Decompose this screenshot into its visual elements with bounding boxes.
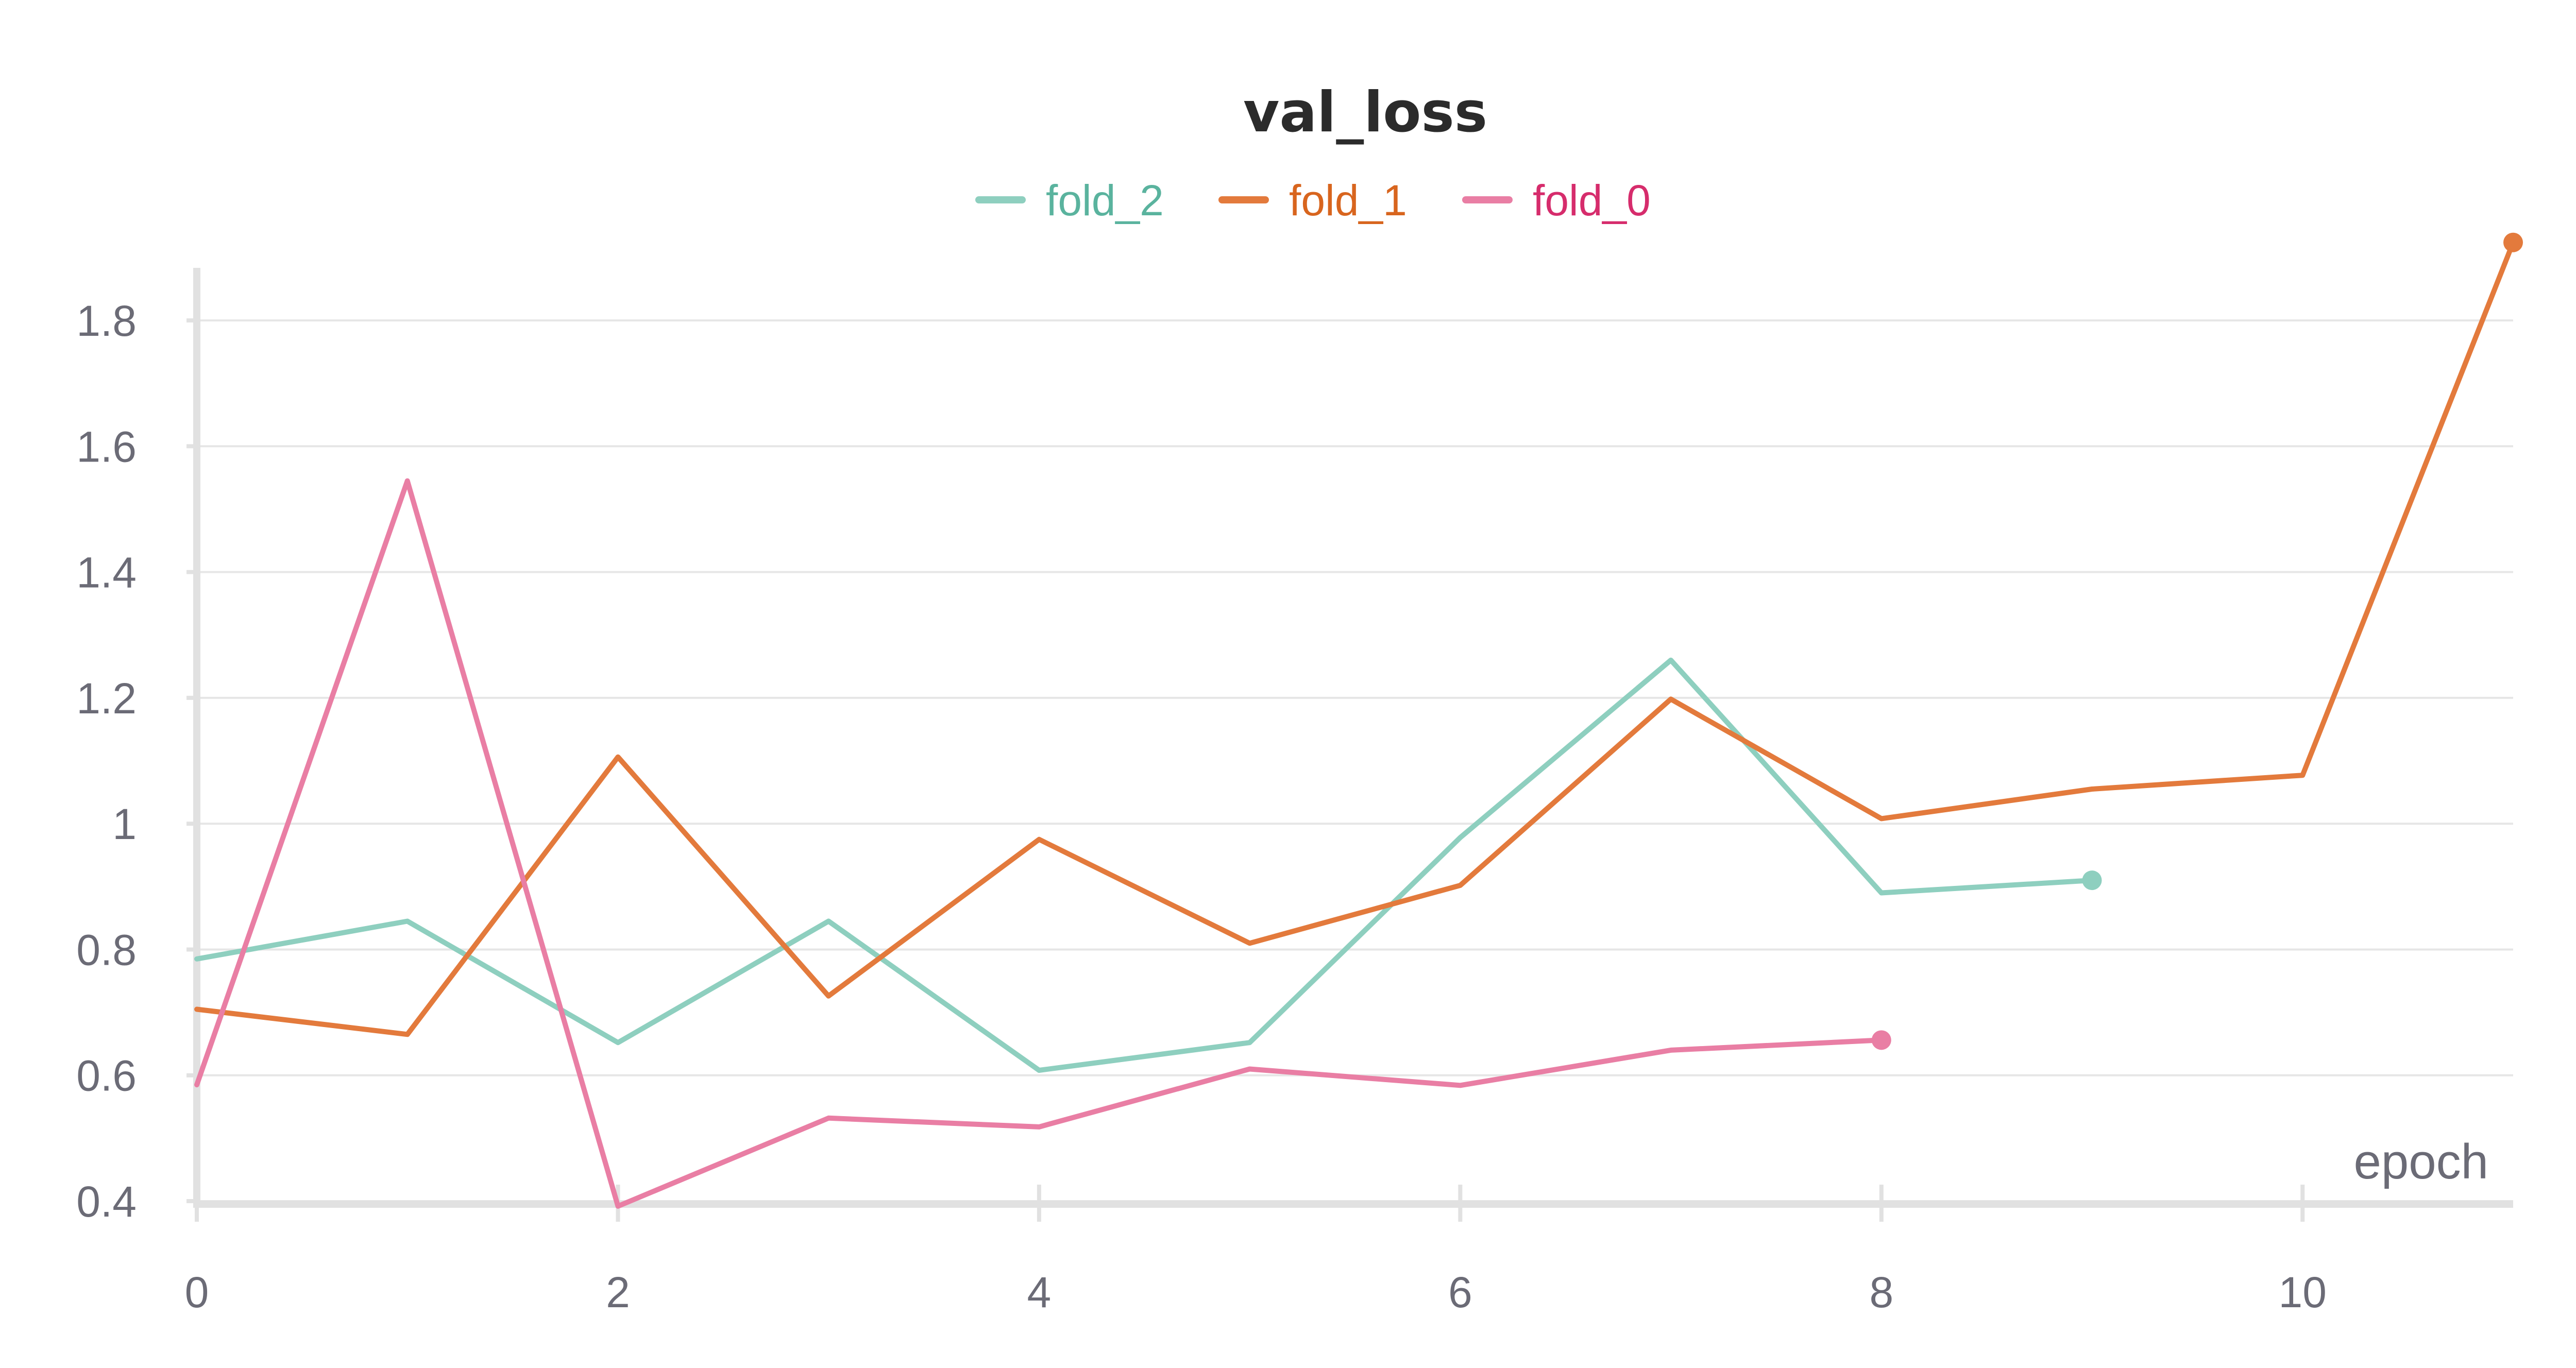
- chart-title: val_loss: [1243, 80, 1487, 145]
- y-tick-label: 0.8: [76, 926, 137, 974]
- series-line-fold_2: [194, 657, 2095, 1073]
- y-axis-ticks: 0.4 0.6 0.8 1 1.2 1.4 1.6 1.8: [76, 297, 197, 1226]
- y-tick-label: 1.6: [76, 422, 137, 471]
- x-tick-label: 2: [606, 1268, 630, 1316]
- series-group: [194, 232, 2523, 1209]
- x-tick-label: 0: [185, 1268, 209, 1316]
- legend: fold_2 fold_1 fold_0: [975, 176, 1651, 225]
- y-tick-label: 1.8: [76, 297, 137, 345]
- legend-item-fold_0[interactable]: fold_0: [1462, 176, 1651, 225]
- series-line-fold_0: [194, 478, 1884, 1209]
- grid-lines: [197, 319, 2513, 1202]
- y-tick-label: 1.2: [76, 674, 137, 723]
- legend-item-fold_2[interactable]: fold_2: [975, 176, 1164, 225]
- x-tick-label: 4: [1027, 1268, 1052, 1316]
- x-axis-label: epoch: [2353, 1134, 2488, 1189]
- y-tick-label: 0.6: [76, 1052, 137, 1100]
- y-tick-label: 0.4: [76, 1177, 137, 1226]
- x-tick-label: 6: [1448, 1268, 1472, 1316]
- series-end-marker-fold_0: [1871, 1030, 1891, 1050]
- series-end-marker-fold_2: [2082, 870, 2102, 891]
- legend-label: fold_1: [1289, 176, 1407, 225]
- y-tick-label: 1.4: [76, 549, 137, 597]
- series-line-fold_1: [194, 240, 2516, 1037]
- legend-item-fold_1[interactable]: fold_1: [1218, 176, 1407, 225]
- x-tick-label: 8: [1869, 1268, 1893, 1316]
- x-tick-label: 10: [2279, 1268, 2327, 1316]
- x-axis-ticks: 0 2 4 6 8 10: [185, 1185, 2327, 1316]
- series-end-marker-fold_1: [2503, 232, 2523, 252]
- legend-label: fold_2: [1046, 176, 1164, 225]
- y-tick-label: 1: [112, 800, 137, 848]
- legend-label: fold_0: [1533, 176, 1651, 225]
